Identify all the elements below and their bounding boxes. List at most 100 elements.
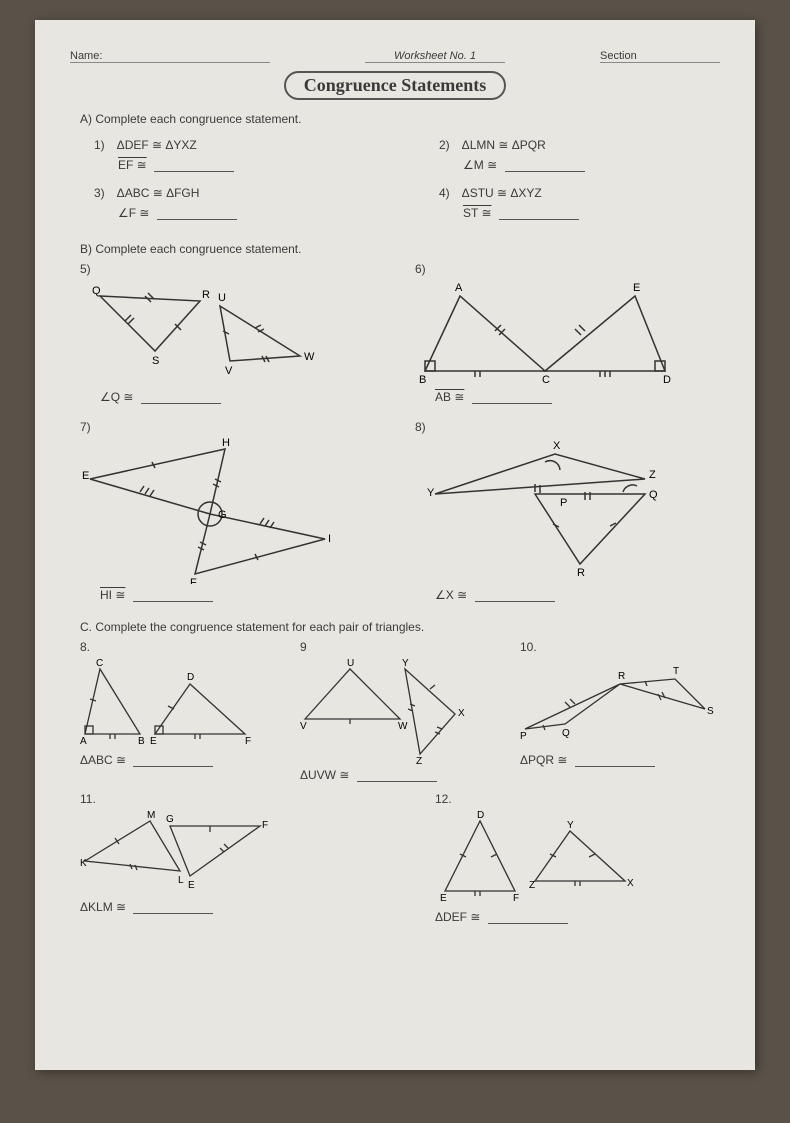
lbl-F7: F — [190, 577, 197, 584]
lbl-U: U — [218, 292, 226, 304]
fig-c9-num: 9 — [300, 640, 500, 654]
lbl-Q: Q — [92, 285, 101, 297]
fig-7: 7) E H G F I — [70, 420, 385, 612]
c12-Z: Z — [529, 880, 535, 891]
lbl-C6: C — [542, 374, 550, 386]
section-a-grid: 1) ΔDEF ≅ ΔYXZ EF ≅ 3) ΔABC ≅ ΔFGH ∠F ≅ … — [70, 132, 720, 234]
item-2-blank[interactable] — [505, 159, 585, 172]
worksheet-no: Worksheet No. 1 — [365, 50, 505, 63]
lbl-D6: D — [663, 374, 671, 386]
ans-c9-blank[interactable] — [357, 769, 437, 782]
item-3-blank[interactable] — [157, 207, 237, 220]
row-c-1: 8. C A B D E F ΔA — [70, 640, 720, 792]
section-field[interactable]: Section — [600, 50, 720, 63]
item-4-sub-text: ST ≅ — [463, 206, 492, 220]
c11-M: M — [147, 810, 155, 821]
fig-c12: 12. D E F Y Z X Δ — [425, 792, 720, 934]
c10-R: R — [618, 671, 625, 682]
lbl-Y8: Y — [427, 487, 435, 499]
c9-Z: Z — [416, 756, 422, 764]
c8-E: E — [150, 736, 157, 747]
fig-c10: 10. P Q R T S ΔPQR ≅ — [510, 640, 720, 792]
fig-8-num: 8) — [415, 420, 720, 434]
ans-7-text: HI ≅ — [100, 588, 125, 602]
ans-5: ∠Q ≅ — [100, 390, 385, 404]
item-2-sub-text: ∠M ≅ — [463, 158, 497, 172]
lbl-R: R — [202, 289, 210, 301]
triangle-6-svg: A B C D E — [405, 276, 685, 386]
fig-c11-num: 11. — [80, 792, 365, 806]
ans-c12-blank[interactable] — [488, 911, 568, 924]
ans-c10-blank[interactable] — [575, 754, 655, 767]
worksheet-center: Worksheet No. 1 — [365, 50, 505, 63]
ans-c9-text: ΔUVW ≅ — [300, 768, 349, 782]
triangle-7-svg: E H G F I — [70, 434, 350, 584]
ans-c11-text: ΔKLM ≅ — [80, 900, 126, 914]
c8-A: A — [80, 736, 87, 747]
lbl-I7: I — [328, 533, 331, 545]
lbl-E7: E — [82, 470, 89, 482]
item-3-stmt: ΔABC ≅ ΔFGH — [117, 186, 200, 200]
c10-Q: Q — [562, 728, 570, 739]
page-title: Congruence Statements — [284, 71, 506, 100]
row-5-6: 5) Q R S U V W ∠Q — [70, 262, 720, 414]
ans-c9: ΔUVW ≅ — [300, 768, 500, 782]
fig-c11: 11. K M L G F E ΔKLM ≅ — [70, 792, 365, 934]
c12-D: D — [477, 810, 484, 821]
lbl-Q8: Q — [649, 489, 658, 501]
ans-c11: ΔKLM ≅ — [80, 900, 365, 914]
section-a-label: A) Complete each congruence statement. — [80, 112, 720, 126]
name-field[interactable]: Name: — [70, 50, 270, 63]
triangle-c12-svg: D E F Y Z X — [425, 806, 645, 906]
c12-F: F — [513, 893, 519, 904]
fig-5-num: 5) — [80, 262, 385, 276]
c11-K: K — [80, 858, 87, 869]
item-1-num: 1) — [94, 138, 114, 152]
lbl-B6: B — [419, 374, 426, 386]
c10-T: T — [673, 666, 679, 677]
ans-7-blank[interactable] — [133, 589, 213, 602]
item-1-sub-text: EF ≅ — [118, 158, 147, 172]
triangle-c11-svg: K M L G F E — [70, 806, 290, 896]
triangle-5-svg: Q R S U V W — [70, 276, 330, 386]
c10-S: S — [707, 706, 714, 717]
item-1: 1) ΔDEF ≅ ΔYXZ — [94, 138, 375, 152]
c8-B: B — [138, 736, 145, 747]
fig-6: 6) A B C D E AB ≅ — [405, 262, 720, 414]
fig-c10-num: 10. — [520, 640, 720, 654]
item-2: 2) ΔLMN ≅ ΔPQR — [439, 138, 720, 152]
ans-c8-blank[interactable] — [133, 754, 213, 767]
lbl-V: V — [225, 365, 233, 377]
item-4-num: 4) — [439, 186, 459, 200]
item-4-sub: ST ≅ — [463, 206, 720, 220]
ans-8-blank[interactable] — [475, 589, 555, 602]
c12-E: E — [440, 893, 447, 904]
item-1-blank[interactable] — [154, 159, 234, 172]
c9-V: V — [300, 721, 307, 732]
c9-Y: Y — [402, 658, 409, 669]
c8-F: F — [245, 736, 251, 747]
ans-8-text: ∠X ≅ — [435, 588, 467, 602]
lbl-W: W — [304, 351, 315, 363]
triangle-c9-svg: U V W Y X Z — [290, 654, 490, 764]
item-4-blank[interactable] — [499, 207, 579, 220]
c11-F: F — [262, 820, 268, 831]
title-row: Congruence Statements — [70, 67, 720, 104]
item-2-sub: ∠M ≅ — [463, 158, 720, 172]
c11-E: E — [188, 880, 195, 891]
fig-7-num: 7) — [80, 420, 385, 434]
worksheet-paper: Name: Worksheet No. 1 Section Congruence… — [35, 20, 755, 1070]
ans-6-text: AB ≅ — [435, 390, 464, 404]
lbl-H7: H — [222, 437, 230, 449]
fig-8: 8) Y X Z P Q R ∠X — [405, 420, 720, 612]
c11-G: G — [166, 814, 174, 825]
fig-c8-num: 8. — [80, 640, 280, 654]
lbl-R8: R — [577, 567, 585, 579]
row-7-8: 7) E H G F I — [70, 420, 720, 612]
ans-6-blank[interactable] — [472, 391, 552, 404]
ans-c11-blank[interactable] — [133, 901, 213, 914]
c8-C: C — [96, 658, 103, 669]
ans-5-blank[interactable] — [141, 391, 221, 404]
lbl-S: S — [152, 355, 159, 367]
c12-Y: Y — [567, 820, 574, 831]
